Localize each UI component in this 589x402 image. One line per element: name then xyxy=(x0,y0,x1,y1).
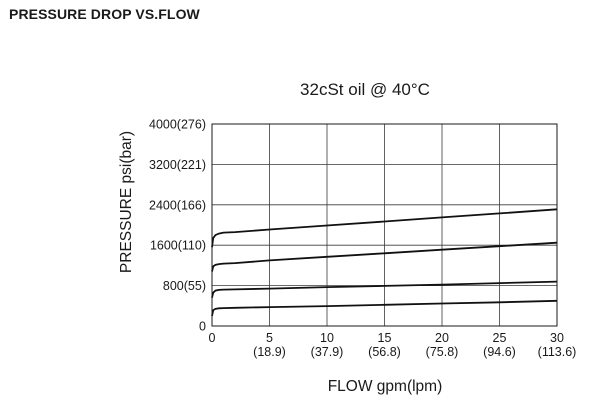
y-axis-label: PRESSURE psi(bar) xyxy=(118,131,135,273)
x-tick-label-metric: (18.9) xyxy=(253,345,286,359)
x-tick-label-metric: (113.6) xyxy=(538,345,577,359)
x-tick-label: 0 xyxy=(209,331,216,345)
chart-subtitle: 32cSt oil @ 40°C xyxy=(300,80,430,99)
x-tick-label-metric: (56.8) xyxy=(368,345,401,359)
plot-frame xyxy=(211,123,558,327)
y-tick-label: 4000(276) xyxy=(149,118,206,132)
series-line-1 xyxy=(211,208,558,248)
x-tick-label: 20 xyxy=(435,331,449,345)
x-tick-label: 30 xyxy=(550,331,564,345)
x-axis-label: FLOW gpm(lpm) xyxy=(328,378,443,395)
series-line-3 xyxy=(211,280,558,298)
x-tick-label: 15 xyxy=(378,331,392,345)
y-tick-label: 800(55) xyxy=(163,279,206,293)
y-tick-labels: 0 800(55) 1600(110) 2400(166) 3200(221) 4000(… xyxy=(149,118,206,334)
y-tick-label: 2400(166) xyxy=(149,198,206,212)
x-tick-label: 5 xyxy=(266,331,273,345)
x-tick-label: 25 xyxy=(493,331,507,345)
x-tick-label: 10 xyxy=(320,331,334,345)
y-tick-label: 1600(110) xyxy=(150,239,206,253)
y-tick-label: 0 xyxy=(199,320,206,334)
x-tick-label-metric: (75.8) xyxy=(426,345,459,359)
x-tick-labels: 0 5(18.9) 10(37.9) 15(56.8) 20(75.8) 25(94.6)… xyxy=(209,331,577,359)
x-tick-label-metric: (37.9) xyxy=(311,345,344,359)
page-title: PRESSURE DROP VS.FLOW xyxy=(9,6,200,22)
grid-lines xyxy=(212,124,557,326)
series-line-2 xyxy=(211,241,558,272)
y-tick-label: 3200(221) xyxy=(149,158,206,172)
series-group xyxy=(211,208,558,317)
x-tick-label-metric: (94.6) xyxy=(483,345,516,359)
series-line-4 xyxy=(211,299,558,317)
